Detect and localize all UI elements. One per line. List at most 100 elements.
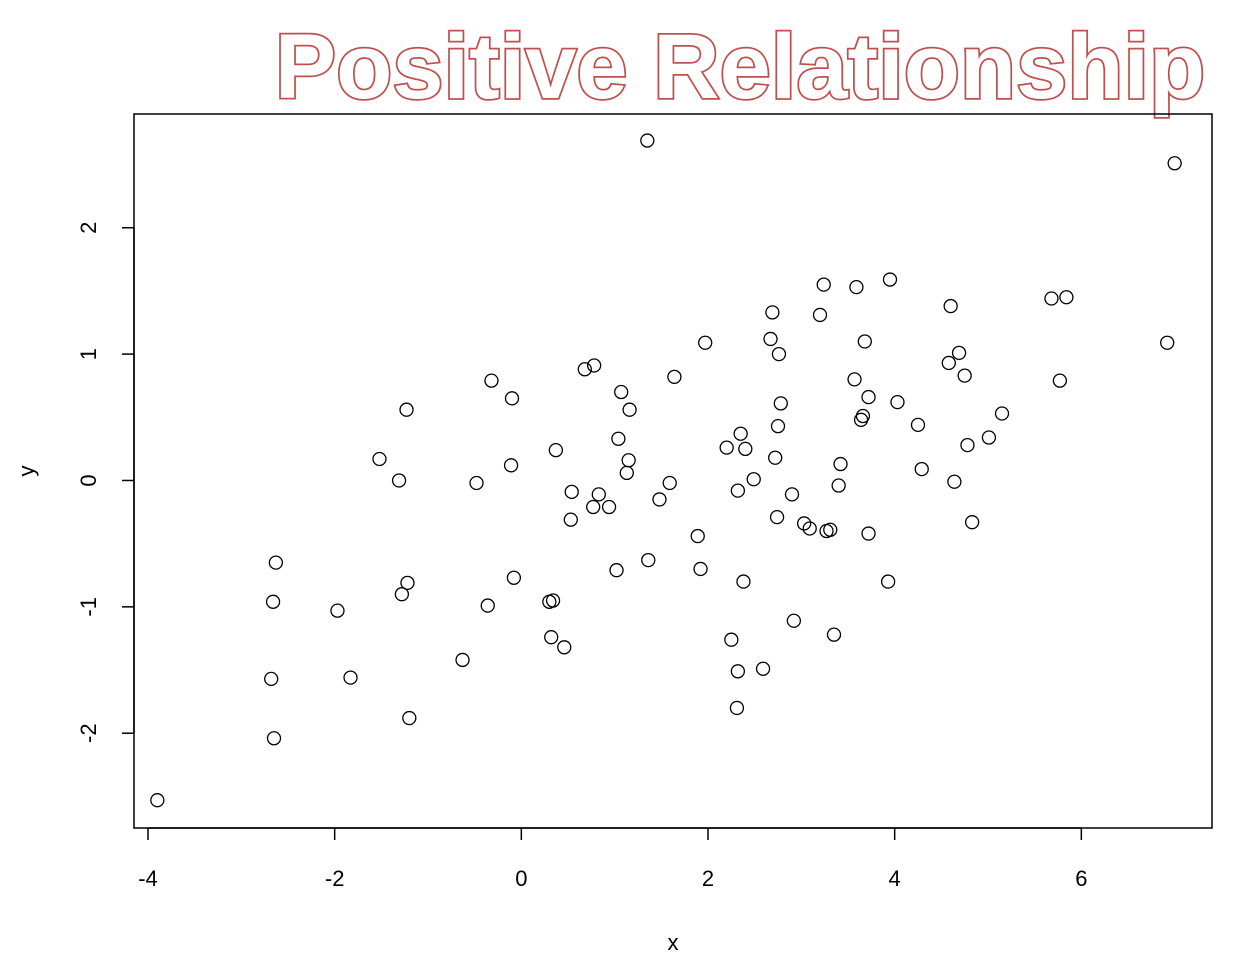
y-tick-label: 1 xyxy=(76,348,101,360)
data-point xyxy=(736,574,751,589)
data-point xyxy=(769,509,785,525)
data-point xyxy=(484,373,499,388)
data-point xyxy=(719,440,734,455)
data-point xyxy=(504,391,520,406)
data-point xyxy=(503,458,519,473)
data-point xyxy=(755,661,771,676)
data-point xyxy=(855,408,871,424)
data-point xyxy=(943,298,958,314)
data-point xyxy=(784,487,800,502)
data-point xyxy=(662,475,677,491)
data-point xyxy=(394,587,410,602)
data-point xyxy=(773,396,788,411)
y-axis-label: y xyxy=(14,466,39,477)
x-tick-label: 6 xyxy=(1075,866,1087,891)
x-tick-label: -4 xyxy=(138,866,158,891)
data-point xyxy=(746,472,761,487)
data-point xyxy=(586,499,601,515)
plot-frame xyxy=(133,113,1213,829)
data-point xyxy=(693,561,708,577)
data-point xyxy=(730,483,746,498)
data-point xyxy=(816,277,831,292)
data-point xyxy=(563,512,578,527)
data-point xyxy=(455,652,470,668)
data-point xyxy=(268,555,284,570)
data-point xyxy=(469,475,484,491)
data-point xyxy=(614,384,629,400)
data-point xyxy=(640,133,655,148)
data-point xyxy=(391,473,407,488)
data-point xyxy=(910,417,926,433)
data-point xyxy=(768,450,783,465)
data-point xyxy=(586,358,602,373)
data-point xyxy=(729,700,745,716)
data-point xyxy=(1167,156,1182,171)
data-point xyxy=(833,456,848,472)
data-point xyxy=(826,627,842,642)
data-point xyxy=(882,272,898,287)
data-point xyxy=(343,670,358,685)
x-tick-label: -2 xyxy=(325,866,345,891)
data-point xyxy=(861,389,876,405)
data-point xyxy=(831,478,846,493)
data-point xyxy=(880,574,896,589)
data-point xyxy=(786,613,802,628)
data-point xyxy=(150,793,165,808)
data-point xyxy=(861,526,876,541)
data-point xyxy=(802,521,817,536)
data-point xyxy=(402,710,417,726)
x-axis: -4 -2 0 2 4 6 xyxy=(138,827,1087,891)
data-point xyxy=(591,487,606,502)
chart-title: Positive Relationship xyxy=(275,16,1205,118)
data-point xyxy=(770,418,786,434)
x-axis-label: x xyxy=(668,930,679,955)
data-point xyxy=(480,598,495,613)
y-tick-label: 0 xyxy=(76,474,101,486)
data-point xyxy=(730,664,746,679)
data-point xyxy=(812,307,828,323)
data-point xyxy=(964,515,980,530)
data-point xyxy=(545,593,561,608)
data-point xyxy=(957,368,972,383)
data-point xyxy=(266,731,282,746)
data-point xyxy=(960,437,975,453)
data-point xyxy=(548,442,564,458)
data-point xyxy=(994,406,1010,421)
data-point xyxy=(399,402,414,417)
data-point xyxy=(609,563,624,578)
data-points xyxy=(150,133,1182,808)
data-point xyxy=(733,426,748,441)
x-tick-label: 4 xyxy=(889,866,901,891)
data-point xyxy=(1052,373,1068,388)
data-point xyxy=(619,465,634,481)
data-point xyxy=(951,345,967,360)
data-point xyxy=(265,594,281,609)
y-tick-label: -2 xyxy=(76,723,101,743)
data-point xyxy=(1059,290,1074,305)
data-point xyxy=(941,355,956,371)
data-point xyxy=(264,671,279,687)
data-point xyxy=(544,630,559,645)
data-point xyxy=(1160,335,1175,350)
y-axis: -2 -1 0 1 2 xyxy=(76,222,135,743)
data-point xyxy=(849,279,864,295)
data-point xyxy=(724,632,739,647)
data-point xyxy=(652,492,667,507)
data-point xyxy=(765,305,780,320)
data-point xyxy=(621,453,636,468)
x-tick-label: 0 xyxy=(515,866,527,891)
data-point xyxy=(330,603,345,618)
data-point xyxy=(667,369,682,385)
data-point xyxy=(372,451,387,467)
data-point xyxy=(690,528,705,544)
data-point xyxy=(577,362,592,377)
data-point xyxy=(796,516,812,531)
data-point xyxy=(981,430,997,445)
data-point xyxy=(506,570,522,585)
data-point xyxy=(763,331,778,347)
data-point xyxy=(947,474,962,489)
data-point xyxy=(564,484,579,500)
data-point xyxy=(400,575,415,590)
x-tick-label: 2 xyxy=(702,866,714,891)
